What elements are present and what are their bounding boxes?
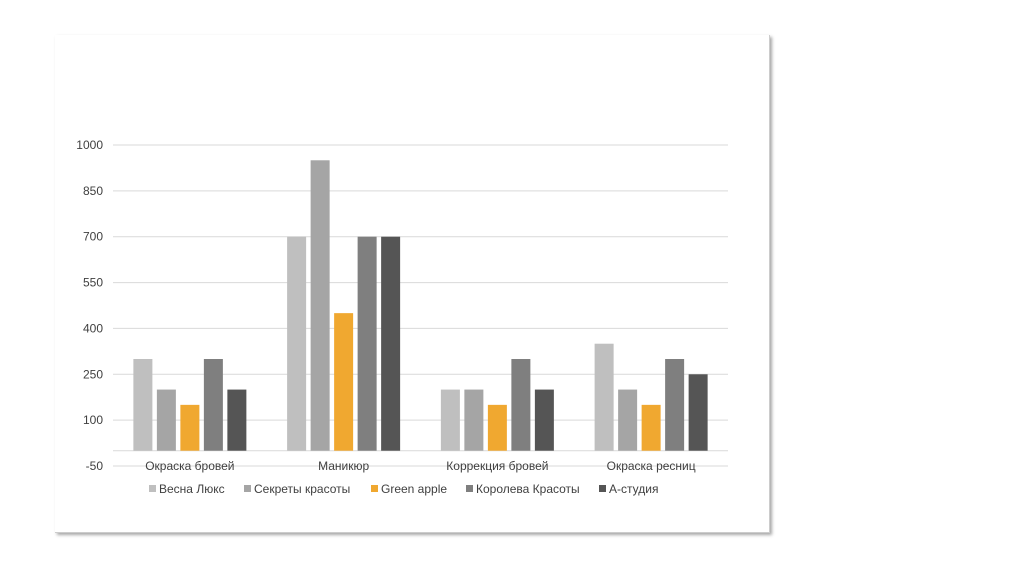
legend-swatch — [599, 485, 606, 492]
bar — [310, 160, 330, 451]
legend-label: Секреты красоты — [254, 482, 350, 496]
y-tick-label: -50 — [86, 459, 104, 473]
bar — [688, 374, 708, 451]
bar — [534, 389, 554, 451]
y-tick-label: 700 — [83, 230, 103, 244]
bar — [287, 236, 307, 451]
x-tick-label: Окраска бровей — [145, 459, 234, 473]
x-tick-label: Маникюр — [318, 459, 369, 473]
bar — [511, 359, 531, 451]
y-tick-label: 250 — [83, 367, 103, 381]
bar — [203, 359, 223, 451]
bar — [334, 313, 354, 451]
bar — [594, 343, 614, 451]
y-tick-label: 1000 — [76, 138, 103, 152]
legend-label: Green apple — [381, 482, 447, 496]
bar — [487, 404, 507, 451]
bar — [156, 389, 176, 451]
legend-swatch — [371, 485, 378, 492]
legend-swatch — [149, 485, 156, 492]
legend-swatch — [466, 485, 473, 492]
bar — [618, 389, 638, 451]
bar — [180, 404, 200, 451]
legend-label: А-студия — [609, 482, 658, 496]
bar — [227, 389, 247, 451]
x-tick-label: Окраска ресниц — [607, 459, 696, 473]
legend-swatch — [244, 485, 251, 492]
y-tick-label: 400 — [83, 321, 103, 335]
bar — [641, 404, 661, 451]
bar — [440, 389, 460, 451]
y-tick-label: 850 — [83, 184, 103, 198]
bar — [357, 236, 377, 451]
bar — [665, 359, 685, 451]
y-tick-label: 550 — [83, 276, 103, 290]
legend-label: Весна Люкс — [159, 482, 225, 496]
y-tick-label: 100 — [83, 413, 103, 427]
legend-label: Королева Красоты — [476, 482, 580, 496]
bar — [133, 359, 153, 451]
bar — [381, 236, 401, 451]
x-tick-label: Коррекция бровей — [446, 459, 548, 473]
bar — [464, 389, 484, 451]
